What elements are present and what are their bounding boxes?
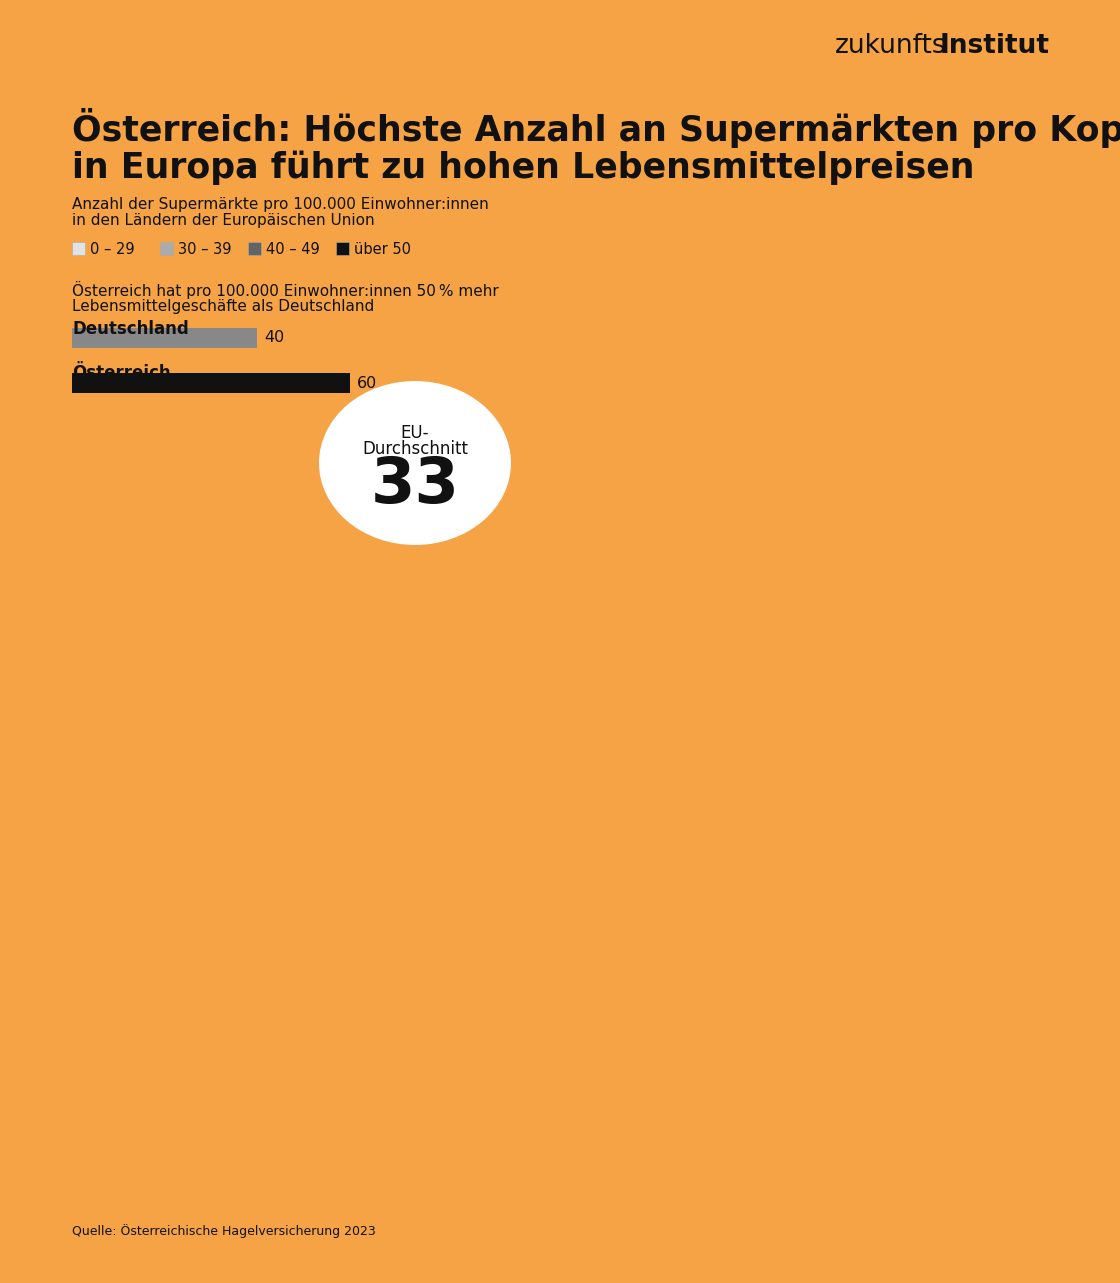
Text: Durchschnitt: Durchschnitt [362,440,468,458]
Text: Anzahl der Supermärkte pro 100.000 Einwohner:innen: Anzahl der Supermärkte pro 100.000 Einwo… [72,196,488,212]
Bar [72,242,85,255]
Text: EU-: EU- [401,423,429,443]
Text: in den Ländern der Europäischen Union: in den Ländern der Europäischen Union [72,213,374,227]
Text: in Europa führt zu hohen Lebensmittelpreisen: in Europa führt zu hohen Lebensmittelpre… [72,151,974,185]
Bar [336,242,349,255]
Text: 40 – 49: 40 – 49 [267,241,319,257]
Bar [160,242,172,255]
Bar [72,373,349,393]
Text: Institut: Institut [940,33,1051,59]
Bar [248,242,261,255]
Bar [72,328,256,348]
Text: Quelle: Österreichische Hagelversicherung 2023: Quelle: Österreichische Hagelversicherun… [72,1224,375,1238]
Text: Lebensmittelgeschäfte als Deutschland: Lebensmittelgeschäfte als Deutschland [72,299,374,313]
Text: Österreich: Höchste Anzahl an Supermärkten pro Kopf: Österreich: Höchste Anzahl an Supermärkt… [72,108,1120,148]
Text: Österreich hat pro 100.000 Einwohner:innen 50 % mehr: Österreich hat pro 100.000 Einwohner:inn… [72,281,498,299]
Text: 60: 60 [357,376,377,390]
Text: zukunfts: zukunfts [836,33,946,59]
Ellipse shape [319,381,511,545]
Text: über 50: über 50 [354,241,411,257]
Text: Österreich: Österreich [72,364,170,382]
Text: Deutschland: Deutschland [72,319,189,337]
Text: 40: 40 [264,331,284,345]
Text: 30 – 39: 30 – 39 [178,241,232,257]
Text: 0 – 29: 0 – 29 [90,241,134,257]
Text: 33: 33 [371,454,459,516]
